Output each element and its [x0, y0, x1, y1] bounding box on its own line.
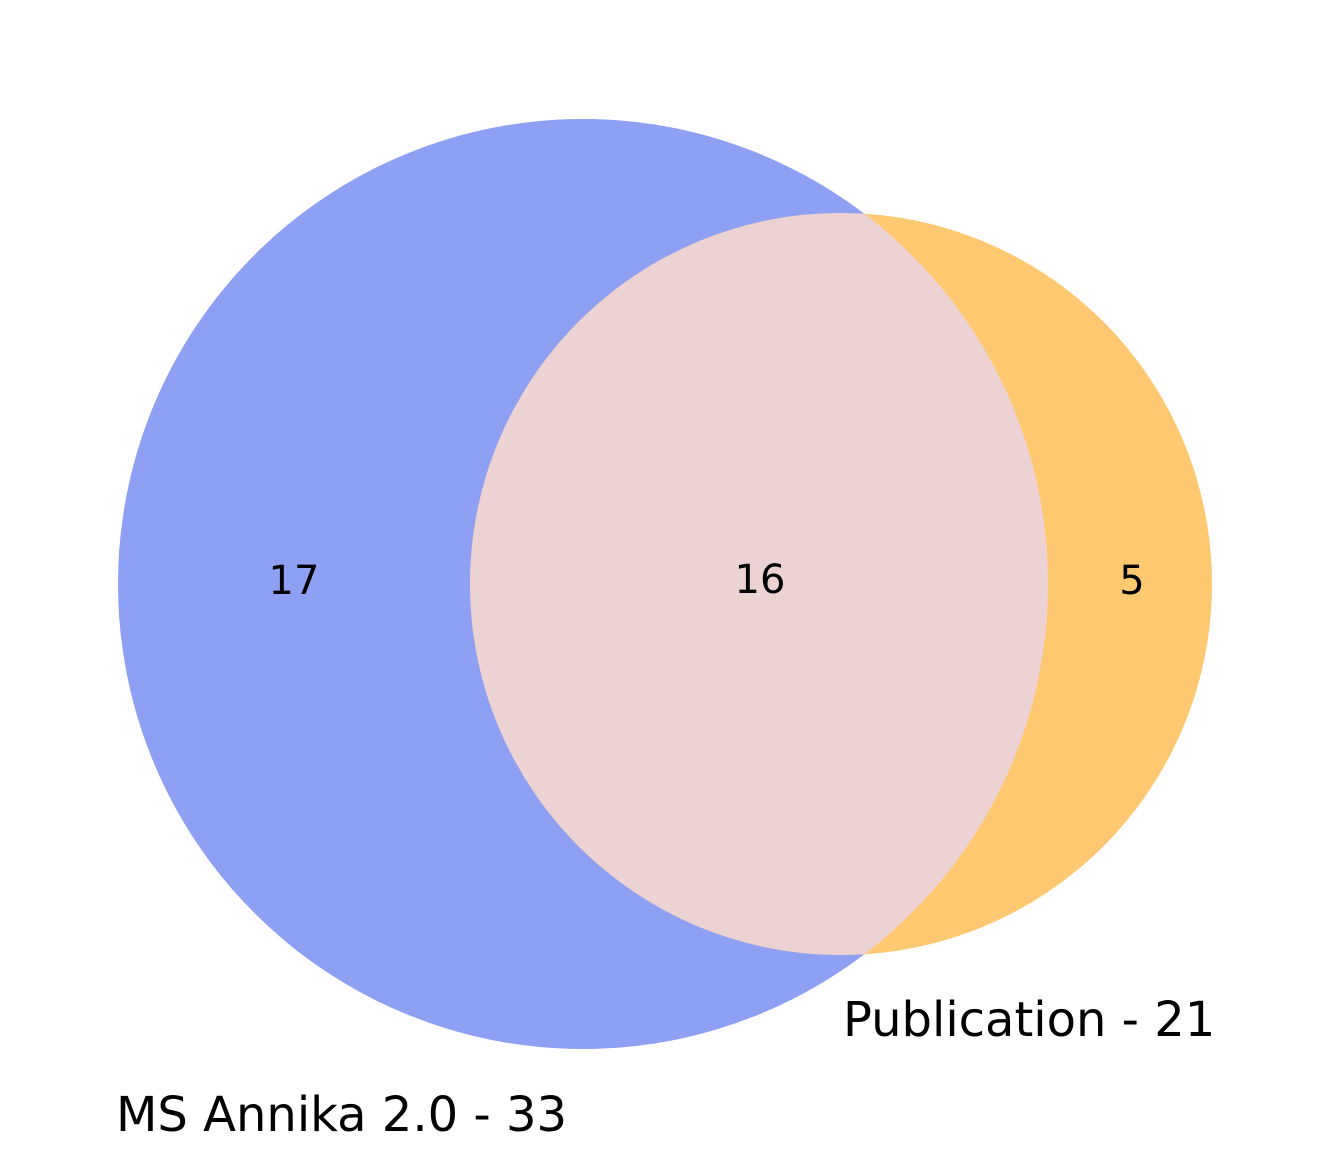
- set-overlap-region: [470, 213, 1048, 955]
- region-label-ms-annika-only: 17: [269, 558, 320, 604]
- region-label-publication-only: 5: [1119, 558, 1144, 604]
- region-label-overlap: 16: [735, 557, 786, 603]
- set-label-publication: Publication - 21: [843, 992, 1215, 1048]
- set-label-ms-annika: MS Annika 2.0 - 33: [116, 1087, 567, 1143]
